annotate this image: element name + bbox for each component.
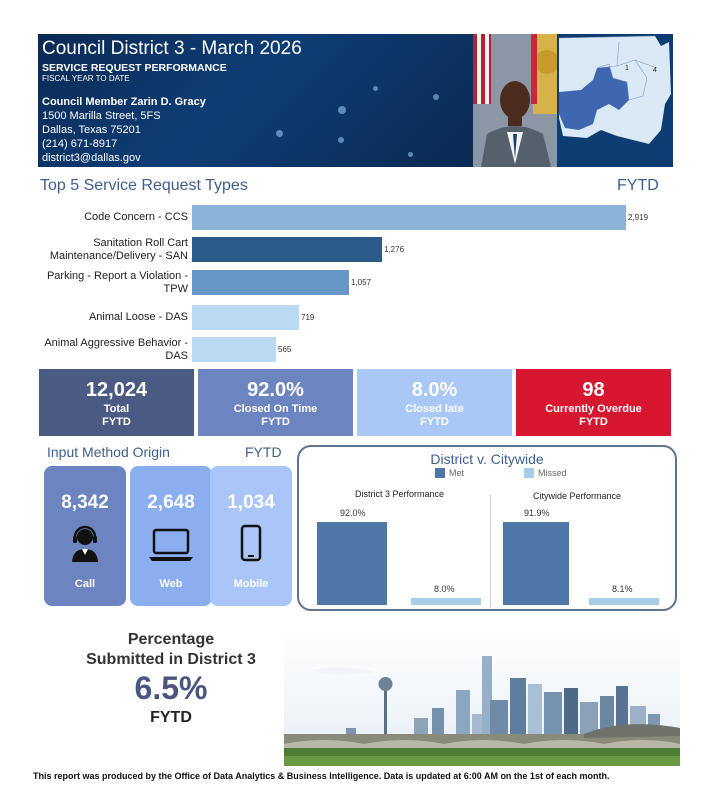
percentage-period: FYTD [150, 709, 192, 726]
top5-category-label: Code Concern - CCS [84, 211, 188, 223]
percentage-title: Percentage Submitted in District 3 [60, 630, 282, 670]
input-card-call: 8,342 Call [44, 466, 126, 606]
percentage-title-line2: Submitted in District 3 [86, 651, 256, 668]
footer-note: This report was produced by the Office o… [33, 771, 610, 781]
input-card-mobile: 1,034 Mobile [210, 466, 292, 606]
address-line-2: Dallas, Texas 75201 [42, 124, 141, 136]
kpi-period: FYTD [102, 416, 131, 428]
call-count: 8,342 [61, 492, 109, 513]
district-map: 1 4 [557, 34, 673, 167]
input-card-web: 2,648 Web [130, 466, 212, 606]
dvc-bar-value: 8.0% [434, 584, 455, 594]
map-label-4: 4 [653, 67, 657, 74]
dvc-bar-value: 8.1% [612, 584, 633, 594]
kpi-label: Total [103, 403, 130, 415]
district-met-bar [317, 522, 387, 605]
percentage-title-line1: Percentage [127, 631, 215, 648]
citywide-missed-bar [589, 598, 659, 605]
bokeh-dot [373, 86, 378, 91]
citywide-met-bar [503, 522, 569, 605]
call-center-icon [65, 524, 105, 564]
mobile-count: 1,034 [227, 492, 275, 513]
citywide-chart-title: Citywide Performance [533, 491, 622, 501]
kpi-closed-on-time: 92.0% Closed On Time FYTD [198, 369, 353, 436]
dallas-skyline-image [284, 630, 680, 766]
kpi-value: 12,024 [85, 379, 148, 401]
kpi-value: 92.0% [247, 379, 304, 401]
bokeh-dot [276, 130, 283, 137]
mobile-phone-icon [236, 524, 266, 564]
top5-category-label: Parking - Report a Violation - TPW [46, 270, 188, 295]
web-count: 2,648 [147, 492, 195, 513]
kpi-value: 98 [582, 379, 605, 401]
header-banner: Council District 3 - March 2026 SERVICE … [38, 34, 473, 167]
legend-missed-swatch [524, 468, 534, 478]
top5-category-label: Sanitation Roll Cart Maintenance/Delivery… [49, 237, 188, 262]
dvc-bar-value: 91.9% [524, 508, 550, 518]
top5-bar [192, 270, 349, 295]
mobile-label: Mobile [233, 578, 269, 590]
top5-bar-value: 565 [278, 345, 292, 354]
report-period: FISCAL YEAR TO DATE [42, 74, 130, 83]
bokeh-dot [433, 94, 439, 100]
kpi-label: Closed On Time [233, 403, 318, 415]
kpi-value: 8.0% [411, 379, 458, 401]
kpi-currently-overdue: 98 Currently Overdue FYTD [516, 369, 671, 436]
bokeh-dot [338, 137, 344, 143]
dvc-bar-value: 92.0% [340, 508, 366, 518]
district-chart-title: District 3 Performance [355, 489, 445, 499]
district-v-citywide-panel: District v. Citywide Met Missed District… [297, 445, 677, 611]
address-line-1: 1500 Marilla Street, 5FS [42, 110, 161, 122]
kpi-period: FYTD [420, 416, 449, 428]
input-method-period: FYTD [245, 444, 282, 460]
kpi-period: FYTD [261, 416, 290, 428]
kpi-label: Closed late [405, 403, 464, 415]
call-label: Call [74, 578, 96, 590]
email-address: district3@dallas.gov [42, 152, 141, 164]
kpi-period: FYTD [579, 416, 608, 428]
kpi-closed-late: 8.0% Closed late FYTD [357, 369, 512, 436]
top5-bar [192, 305, 299, 330]
bokeh-dot [338, 106, 346, 114]
top5-bar [192, 205, 626, 230]
top5-bar-value: 1,276 [384, 245, 405, 254]
map-label-1: 1 [625, 65, 629, 72]
chart-divider [490, 495, 491, 607]
council-member-photo [473, 34, 557, 167]
top5-bar [192, 237, 382, 262]
web-label: Web [159, 578, 183, 590]
top5-bar-value: 2,919 [628, 213, 649, 222]
top5-period: FYTD [617, 177, 659, 194]
input-method-title: Input Method Origin [47, 444, 170, 460]
dvc-title: District v. Citywide [430, 451, 544, 467]
legend-met-label: Met [449, 468, 465, 478]
top5-category-label: Animal Loose - DAS [88, 311, 188, 323]
top5-category-label: Animal Aggressive Behavior - DAS [44, 337, 188, 362]
kpi-total: 12,024 Total FYTD [39, 369, 194, 436]
legend-met-swatch [435, 468, 445, 478]
district-missed-bar [411, 598, 481, 605]
top5-title: Top 5 Service Request Types [40, 177, 248, 194]
top5-bar-value: 1,057 [351, 278, 372, 287]
report-title: Council District 3 - March 2026 [42, 38, 302, 59]
phone-number: (214) 671-8917 [42, 138, 118, 150]
bokeh-dot [408, 152, 413, 157]
top5-bar [192, 337, 276, 362]
council-member-name: Council Member Zarin D. Gracy [42, 96, 206, 108]
legend-missed-label: Missed [538, 468, 567, 478]
laptop-icon [147, 524, 195, 564]
report-subtitle: SERVICE REQUEST PERFORMANCE [42, 62, 227, 74]
top5-bar-value: 719 [301, 313, 315, 322]
kpi-label: Currently Overdue [545, 403, 642, 415]
percentage-value: 6.5% [134, 670, 208, 706]
